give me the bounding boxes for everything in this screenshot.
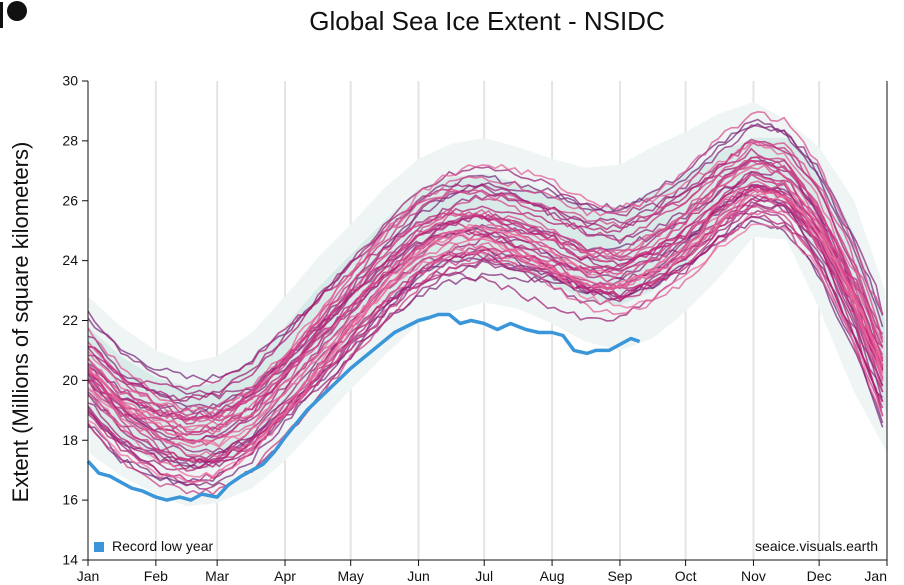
- axes: 14 16 18 20 22 24 26 28 30 Jan Feb Mar Apr May Jun Jul A…: [62, 73, 888, 584]
- legend-label: Record low year: [112, 538, 213, 554]
- x-tick-label: Apr: [274, 568, 296, 584]
- y-tick-label: 22: [62, 312, 78, 328]
- historical-year-line: [87, 122, 884, 382]
- historical-year-line: [87, 164, 884, 429]
- historical-year-line: [87, 147, 884, 391]
- historical-year-line: [87, 155, 884, 447]
- y-tick-label: 14: [62, 552, 78, 568]
- y-tick-label: 20: [62, 372, 78, 388]
- historical-year-line: [87, 219, 884, 484]
- legend: Record low year: [94, 538, 213, 554]
- historical-year-line: [87, 188, 884, 433]
- logo-mark: [0, 1, 27, 28]
- logo-dot: [7, 1, 27, 21]
- plot-area: [86, 81, 887, 560]
- x-tick-label: Jan: [864, 568, 887, 584]
- x-tick-label: Aug: [540, 568, 565, 584]
- historical-year-line: [87, 138, 884, 402]
- x-tick-label: Oct: [675, 568, 697, 584]
- y-tick-label: 18: [62, 432, 78, 448]
- historical-year-line: [87, 180, 884, 444]
- historical-year-line: [87, 184, 884, 483]
- x-tick-label: Nov: [741, 568, 766, 584]
- x-tick-label: Sep: [607, 568, 632, 584]
- x-tick-label: Jan: [77, 568, 100, 584]
- historical-year-line: [87, 124, 884, 400]
- historical-year-line: [87, 184, 884, 469]
- legend-swatch: [94, 542, 104, 552]
- x-tick-label: Jul: [475, 568, 493, 584]
- y-tick-label: 26: [62, 192, 78, 208]
- historical-year-line: [87, 193, 884, 448]
- y-tick-label: 28: [62, 132, 78, 148]
- y-tick-label: 24: [62, 252, 78, 268]
- chart-title: Global Sea Ice Extent - NSIDC: [309, 6, 664, 36]
- record-low-line: [86, 312, 641, 502]
- historical-year-line: [87, 140, 884, 415]
- historical-year-line: [87, 223, 884, 484]
- historical-year-line: [87, 110, 884, 412]
- x-tick-label: May: [337, 568, 363, 584]
- source-credit: seaice.visuals.earth: [755, 538, 878, 554]
- x-tick-label: Feb: [144, 568, 168, 584]
- historical-year-line: [87, 162, 884, 423]
- y-tick-label: 16: [62, 492, 78, 508]
- historical-year-line: [87, 205, 884, 496]
- historical-year-line: [87, 208, 884, 458]
- x-tick-label: Dec: [807, 568, 832, 584]
- y-axis-label: Extent (Millions of square kilometers): [8, 142, 33, 503]
- historical-year-line: [87, 199, 884, 436]
- x-tick-label: Mar: [205, 568, 229, 584]
- historical-year-line: [87, 187, 884, 449]
- y-tick-label: 30: [62, 73, 78, 89]
- logo-bar: [0, 2, 3, 28]
- x-tick-label: Jun: [407, 568, 430, 584]
